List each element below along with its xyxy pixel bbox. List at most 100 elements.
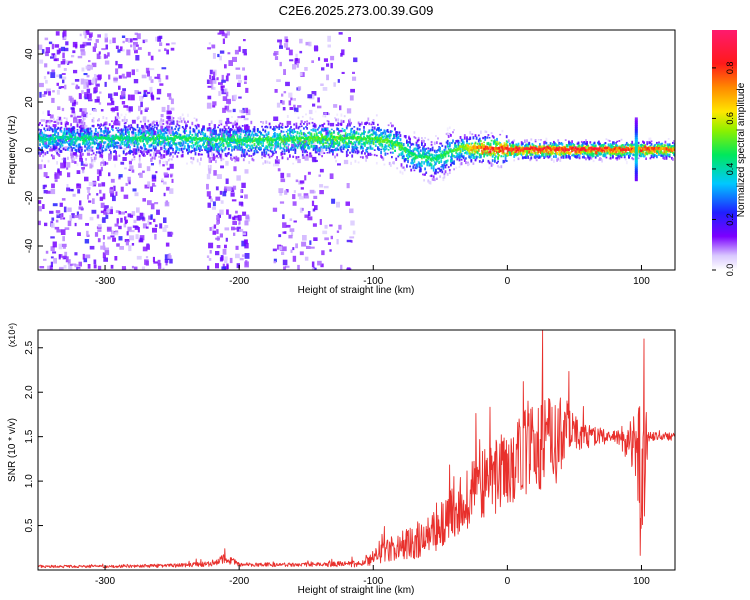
spectrogram-noise-cell <box>306 245 311 249</box>
spectrogram-noise-cell <box>115 45 119 49</box>
spectrogram-noise-cell <box>285 39 289 43</box>
spectrogram-noise-cell <box>171 178 174 183</box>
spectrogram-noise-cell <box>320 83 324 86</box>
spectrogram-band-cell <box>100 140 102 144</box>
spectrogram-band-cell <box>496 150 498 154</box>
spectrogram-band-cell <box>299 123 302 126</box>
spectrogram-band-cell <box>537 150 540 153</box>
spectrogram-noise-cell <box>121 35 126 38</box>
spectrogram-noise-cell <box>64 251 68 256</box>
spectrogram-noise-cell <box>283 91 287 94</box>
spectrogram-band-cell <box>278 126 281 130</box>
spectrogram-band-cell <box>529 157 532 161</box>
spectrogram-band-cell <box>162 119 165 123</box>
spectrogram-band-cell <box>173 132 175 137</box>
spectrogram-band-cell <box>417 161 420 165</box>
spectrogram-noise-cell <box>43 190 48 194</box>
spectrogram-band-cell <box>153 148 156 152</box>
spectrogram-noise-cell <box>232 217 236 221</box>
spectrogram-band-cell <box>524 139 526 143</box>
spectrogram-band-cell <box>57 132 60 136</box>
spectrogram-noise-cell <box>132 38 138 41</box>
spectrogram-band-cell <box>133 143 136 147</box>
spectrogram-noise-cell <box>236 226 241 232</box>
spectrogram-band-cell <box>253 127 256 131</box>
spectrogram-band-cell <box>64 148 67 151</box>
spectrogram-noise-cell <box>206 255 210 258</box>
spectrogram-noise-cell <box>116 218 119 224</box>
spectrogram-band-cell <box>197 124 200 128</box>
spectrogram-noise-cell <box>67 60 73 64</box>
spectrogram-noise-cell <box>62 79 65 84</box>
spectrogram-band-cell <box>230 143 232 147</box>
spectrogram-band-cell <box>447 154 450 158</box>
spectrogram-band-cell <box>152 128 155 131</box>
spectrogram-noise-cell <box>57 106 61 110</box>
spectrogram-noise-cell <box>64 84 67 90</box>
spectrogram-band-cell <box>286 129 289 131</box>
spectrogram-band-cell <box>473 153 476 156</box>
spectrogram-noise-cell <box>147 220 150 226</box>
spectrogram-band-cell <box>414 137 417 139</box>
spectrogram-band-cell <box>435 162 437 165</box>
spectrogram-band-cell <box>592 160 595 163</box>
spectrogram-band-cell <box>245 145 247 148</box>
spectrogram-noise-cell <box>118 211 121 215</box>
spectrogram-noise-cell <box>145 256 149 259</box>
spectrogram-band-cell <box>270 151 273 153</box>
spectrogram-noise-cell <box>133 79 139 84</box>
spectrogram-band-cell <box>424 153 426 157</box>
spectrogram-band-cell <box>230 156 232 160</box>
spectrogram-band-cell <box>498 150 500 153</box>
spectrogram-band-cell <box>448 141 451 146</box>
spectrogram-band-cell <box>358 123 361 127</box>
spectrogram-band-cell <box>321 133 323 136</box>
spectrogram-band-cell <box>257 140 260 145</box>
spectrogram-band-cell <box>195 140 198 144</box>
spectrogram-band-cell <box>99 141 101 143</box>
spectrogram-noise-cell <box>221 74 224 81</box>
spectrogram-band-cell <box>171 120 173 122</box>
spectrogram-noise-cell <box>85 254 91 259</box>
spectrogram-band-cell <box>262 134 264 137</box>
spectrogram-band-cell <box>150 149 153 152</box>
spectrogram-band-cell <box>300 147 303 151</box>
spectrogram-band-cell <box>384 131 387 135</box>
spectrogram-noise-cell <box>82 41 87 47</box>
spectrogram-band-cell <box>595 149 598 151</box>
spectrogram-band-cell <box>566 144 569 148</box>
spectrogram-noise-cell <box>165 242 170 247</box>
spectrogram-noise-cell <box>244 75 247 80</box>
spectrogram-noise-cell <box>224 256 228 261</box>
spectrogram-band-cell <box>178 120 181 123</box>
spectrogram-band-cell <box>248 130 251 134</box>
spectrogram-band-cell <box>102 116 105 119</box>
spectrogram-noise-cell <box>335 124 340 127</box>
spectrogram-band-cell <box>322 143 325 147</box>
spectrogram-band-cell <box>325 142 328 144</box>
spectrogram-band-cell <box>506 150 509 153</box>
spectrogram-band-cell <box>320 133 322 136</box>
spectrogram-noise-cell <box>104 60 110 65</box>
spectrogram-band-cell <box>261 144 263 147</box>
spectrogram-noise-cell <box>215 237 220 240</box>
spectrogram-noise-cell <box>164 259 169 263</box>
spectrogram-noise-cell <box>165 43 170 46</box>
spectrogram-band-cell <box>180 147 183 152</box>
spectrogram-band-cell <box>408 141 410 144</box>
spectrogram-noise-cell <box>289 59 294 62</box>
spectrogram-band-cell <box>422 148 424 151</box>
spectrogram-band-cell <box>604 145 607 147</box>
spectrogram-band-cell <box>442 166 445 170</box>
spectrogram-band-cell <box>53 144 55 147</box>
spectrogram-band-cell <box>113 145 115 149</box>
spectrogram-band-cell <box>513 159 516 162</box>
spectrogram-band-cell <box>247 149 249 152</box>
spectrogram-band-cell <box>507 139 510 142</box>
spectrogram-noise-cell <box>125 38 130 42</box>
spectrogram-band-cell <box>303 132 305 136</box>
spectrogram-band-cell <box>501 151 504 155</box>
spectrogram-band-cell <box>183 128 186 132</box>
spectrogram-band-cell <box>378 134 380 138</box>
spectrogram-band-cell <box>304 121 306 123</box>
